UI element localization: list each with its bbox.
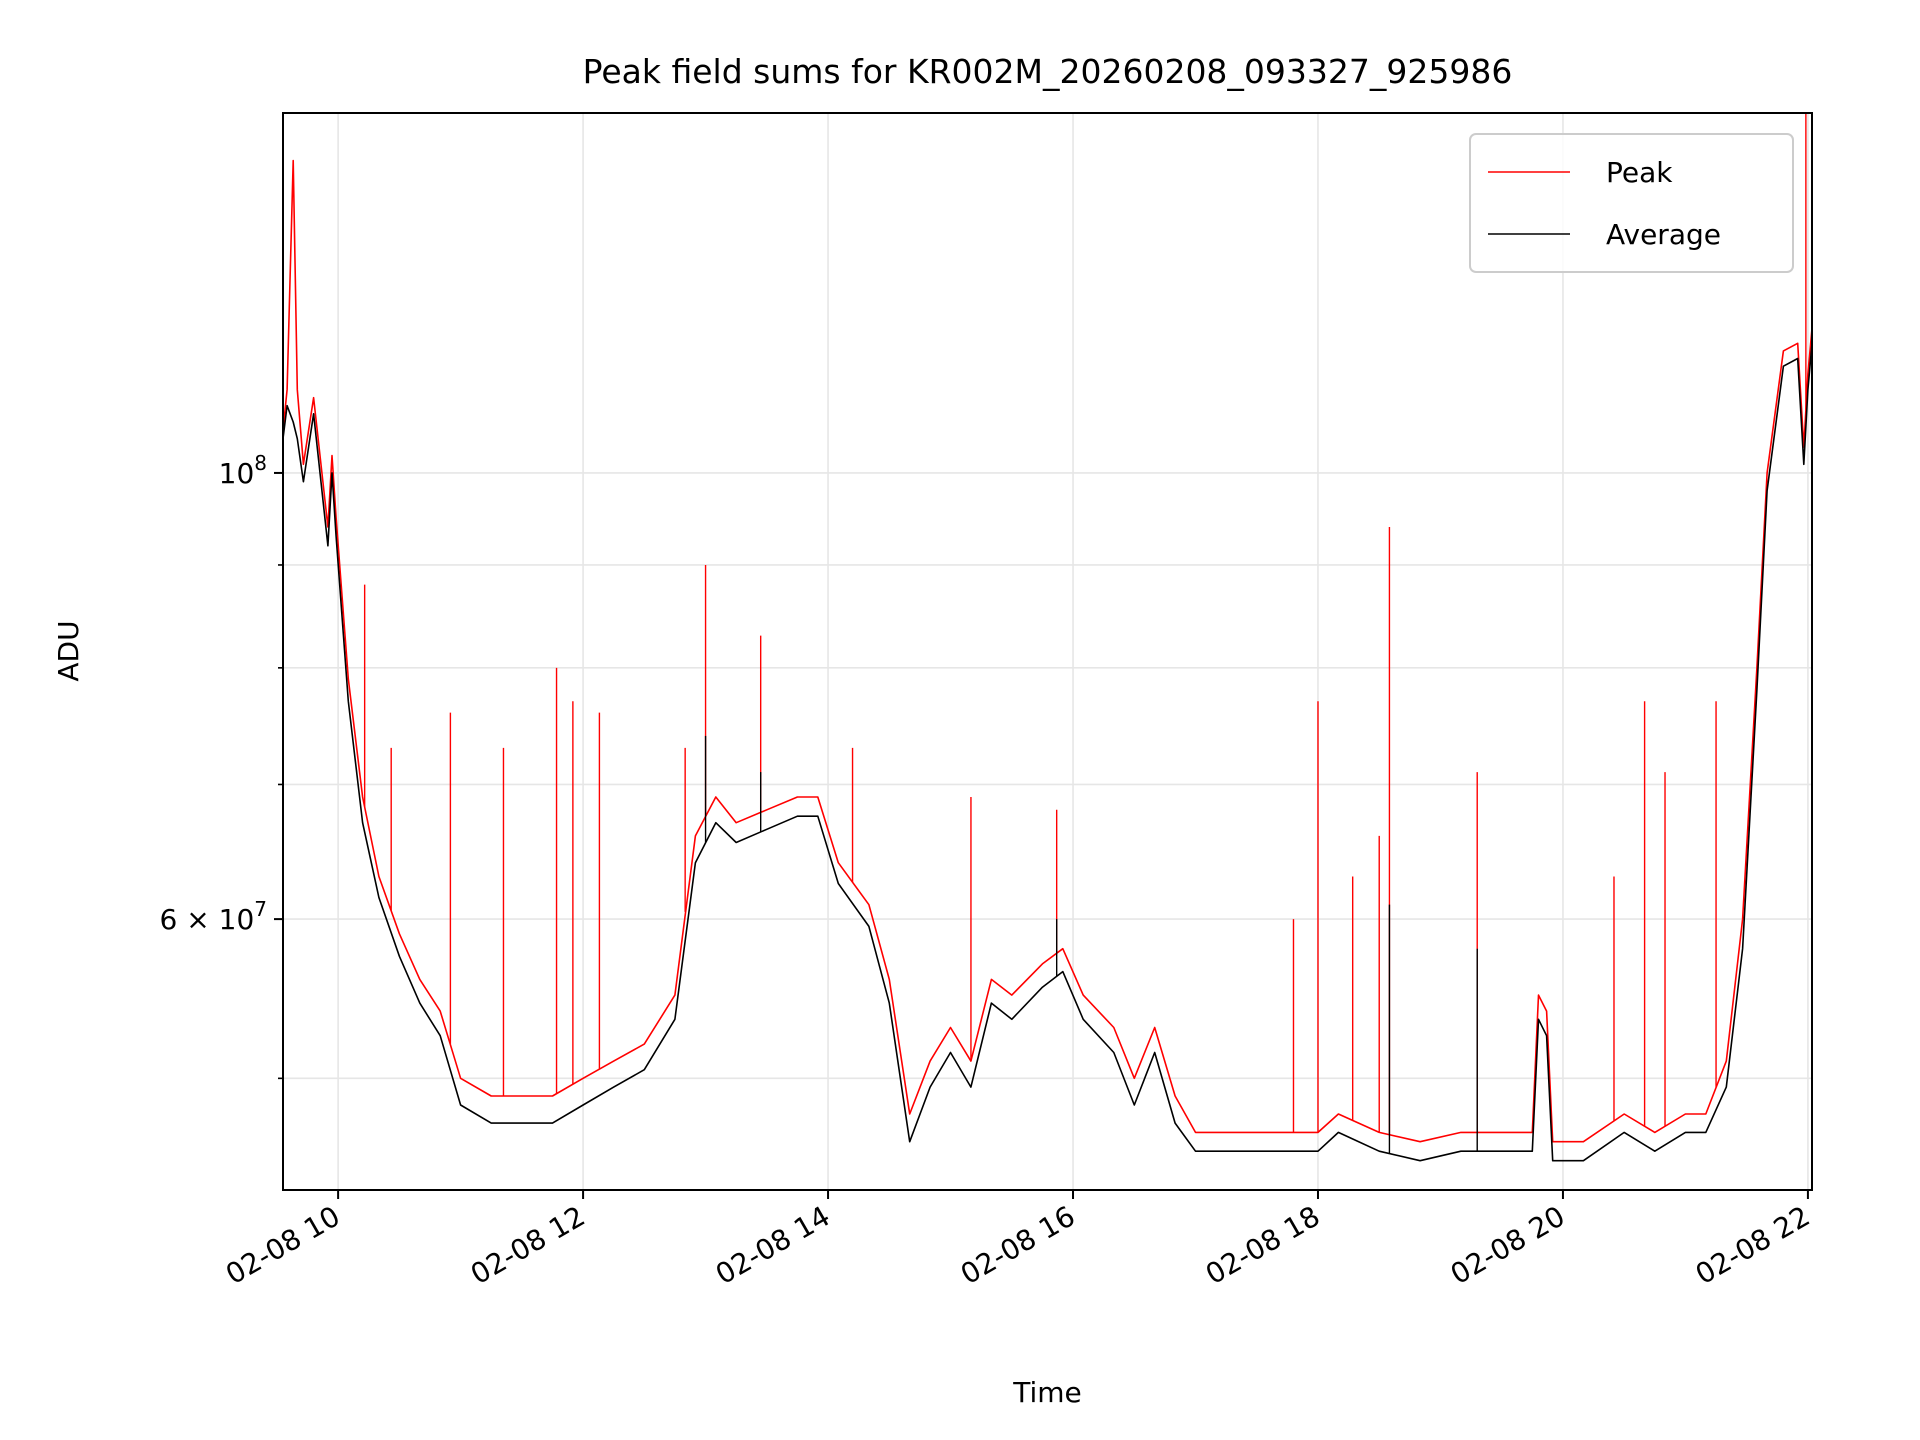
legend-label-average: Average [1606, 218, 1721, 251]
y-axis: 6 × 107 108 [160, 451, 283, 1080]
legend-label-peak: Peak [1606, 156, 1673, 189]
axes-frame [282, 112, 1813, 1191]
series-line-average [282, 343, 1813, 1162]
y-tick-label: 108 [219, 451, 267, 490]
legend-box [1469, 133, 1794, 273]
y-axis-label: ADU [52, 620, 85, 681]
x-axis-label: Time [1012, 1376, 1082, 1409]
chart-title: Peak field sums for KR002M_20260208_0933… [583, 52, 1513, 91]
y-tick-label: 6 × 107 [160, 897, 267, 936]
series-layer [282, 113, 1813, 1162]
grid [283, 113, 1812, 1190]
series-line-peak [282, 159, 1813, 1143]
legend: Peak Average [1469, 133, 1794, 273]
